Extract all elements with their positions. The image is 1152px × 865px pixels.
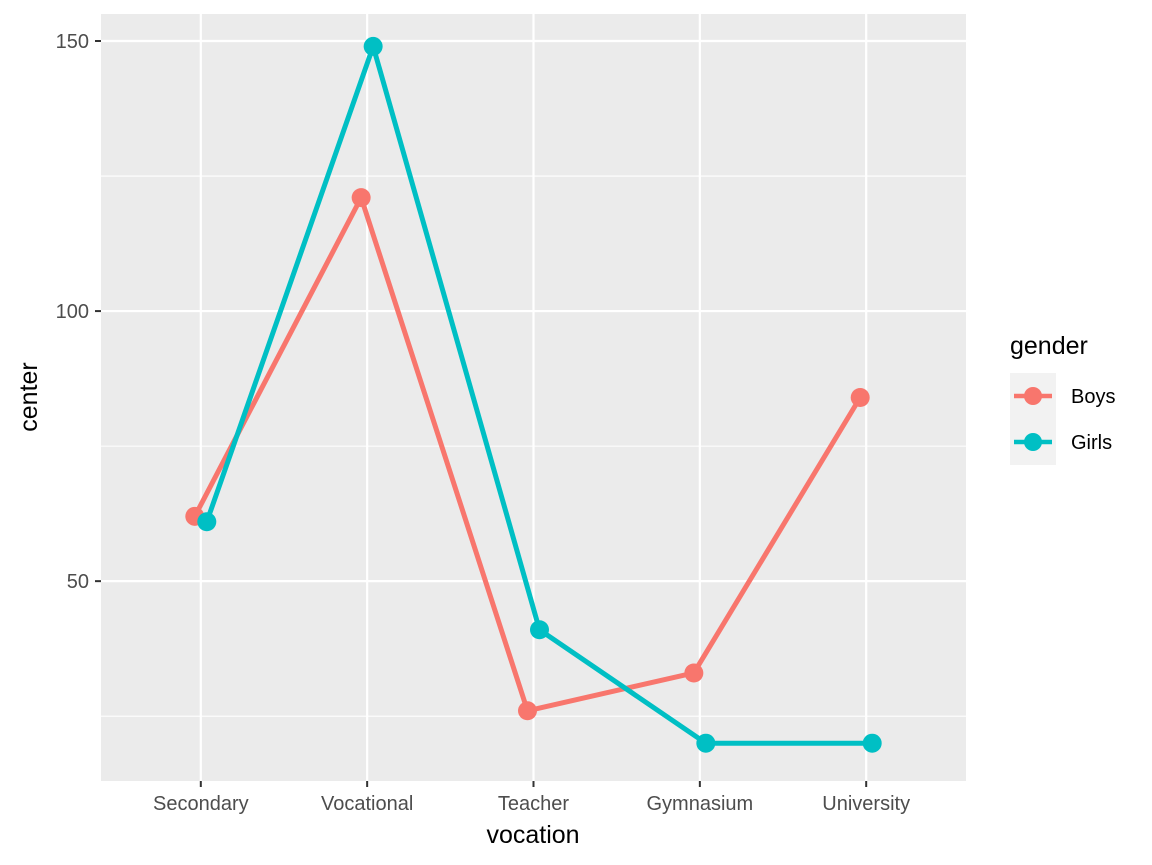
- y-tick-label: 100: [56, 301, 89, 323]
- data-point-girls: [197, 512, 217, 532]
- y-tick-label: 150: [56, 31, 89, 53]
- legend-label-girls: Girls: [1071, 432, 1112, 454]
- data-point-girls: [696, 733, 716, 753]
- legend-key-girls-point: [1024, 433, 1042, 451]
- y-axis-title: center: [15, 362, 43, 431]
- y-axis: 50 100 150: [56, 31, 101, 593]
- data-point-boys: [518, 701, 537, 721]
- x-axis: Secondary Vocational Teacher Gymnasium Unive…: [153, 781, 910, 815]
- legend: gender Boys Girls: [1010, 332, 1115, 465]
- data-point-boys: [684, 663, 704, 683]
- x-tick-label: Gymnasium: [646, 793, 753, 815]
- series-layer: [185, 36, 882, 753]
- y-tick-label: 50: [67, 571, 89, 593]
- data-point-girls: [862, 733, 882, 753]
- data-point-girls: [530, 620, 549, 640]
- x-axis-title: vocation: [486, 821, 579, 849]
- x-tick-label: Vocational: [321, 793, 413, 815]
- legend-key-boys-point: [1024, 387, 1042, 405]
- data-point-girls: [363, 36, 383, 56]
- legend-title: gender: [1010, 332, 1088, 360]
- legend-label-boys: Boys: [1071, 386, 1115, 408]
- x-tick-label: Secondary: [153, 793, 249, 815]
- data-point-boys: [850, 388, 870, 407]
- x-tick-label: University: [822, 793, 910, 815]
- data-point-boys: [351, 188, 371, 208]
- x-tick-label: Teacher: [498, 793, 569, 815]
